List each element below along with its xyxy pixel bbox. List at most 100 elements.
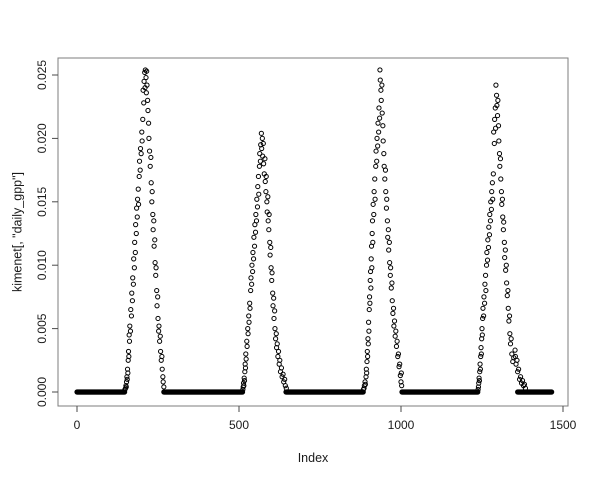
data-point (132, 249, 138, 256)
data-point (123, 379, 130, 385)
data-point (248, 287, 254, 294)
data-point (161, 384, 167, 390)
data-point (397, 372, 403, 379)
data-point (483, 262, 490, 268)
data-point (398, 370, 404, 376)
data-point (491, 140, 497, 147)
data-point (136, 173, 142, 180)
data-point (146, 120, 152, 126)
y-tick-label: 0.020 (35, 123, 49, 153)
data-point (141, 100, 147, 106)
data-point (267, 239, 273, 245)
data-point (273, 331, 279, 337)
data-point (265, 194, 271, 200)
data-point (493, 92, 500, 98)
data-point (499, 196, 506, 202)
data-point (269, 277, 275, 284)
data-point (493, 125, 499, 131)
data-point (502, 254, 508, 261)
data-point (367, 277, 373, 284)
data-point (507, 341, 514, 347)
data-point (482, 272, 489, 278)
data-point (372, 196, 378, 202)
data-point (136, 158, 143, 164)
data-point (480, 315, 486, 322)
data-point (260, 140, 266, 147)
data-point (498, 176, 504, 182)
data-point (495, 97, 501, 103)
data-point (505, 305, 511, 311)
data-point (157, 338, 163, 344)
data-point (478, 351, 484, 357)
data-point (274, 341, 280, 347)
data-point (396, 364, 402, 370)
data-point (371, 189, 377, 195)
data-point (394, 338, 400, 344)
data-point (498, 189, 505, 195)
data-point (127, 323, 133, 329)
data-point (371, 211, 377, 218)
data-point (270, 303, 276, 309)
data-point (479, 326, 485, 332)
data-point (503, 262, 509, 268)
data-point (249, 262, 255, 268)
data-point (131, 265, 137, 271)
data-point (388, 285, 394, 291)
x-tick-label: 1500 (550, 418, 577, 432)
data-point (391, 318, 398, 324)
data-point (497, 163, 503, 169)
data-point (389, 298, 395, 304)
data-point (488, 206, 494, 213)
data-point (477, 361, 483, 367)
data-point (365, 341, 371, 347)
data-point (384, 196, 390, 202)
data-point (241, 375, 247, 381)
data-point (156, 323, 162, 329)
data-point (374, 135, 380, 141)
data-point (138, 151, 144, 157)
data-point (153, 265, 159, 271)
data-point (368, 256, 374, 262)
data-point (160, 374, 166, 380)
data-point (247, 300, 253, 306)
data-point (369, 265, 375, 271)
data-point (134, 196, 141, 202)
y-axis-label: kimenet[, "daily_gpp"] (10, 172, 24, 292)
data-point (476, 377, 483, 384)
data-point (255, 173, 262, 180)
data-point (254, 204, 261, 210)
data-point (393, 343, 400, 349)
data-point (395, 351, 402, 357)
data-point (271, 295, 277, 301)
data-point (251, 234, 257, 240)
data-point (240, 380, 247, 386)
data-point (145, 107, 151, 114)
data-point (268, 244, 274, 251)
data-point (153, 272, 159, 278)
data-point (139, 138, 145, 144)
data-point (483, 287, 489, 294)
data-point (241, 383, 247, 389)
data-point (384, 218, 390, 224)
data-point (154, 287, 160, 294)
data-point (245, 331, 251, 337)
x-tick-label: 500 (229, 418, 249, 432)
data-point (244, 343, 250, 349)
data-point (380, 138, 386, 144)
data-point (377, 67, 383, 73)
data-point (516, 366, 522, 372)
data-point (477, 369, 483, 375)
data-point (504, 280, 510, 286)
data-point (373, 163, 379, 169)
data-point (283, 385, 289, 391)
data-point (475, 386, 481, 393)
data-point (487, 218, 494, 224)
data-point (478, 345, 484, 351)
data-point (129, 298, 135, 304)
data-point (263, 173, 269, 180)
data-point (135, 186, 141, 192)
data-point (379, 82, 385, 88)
